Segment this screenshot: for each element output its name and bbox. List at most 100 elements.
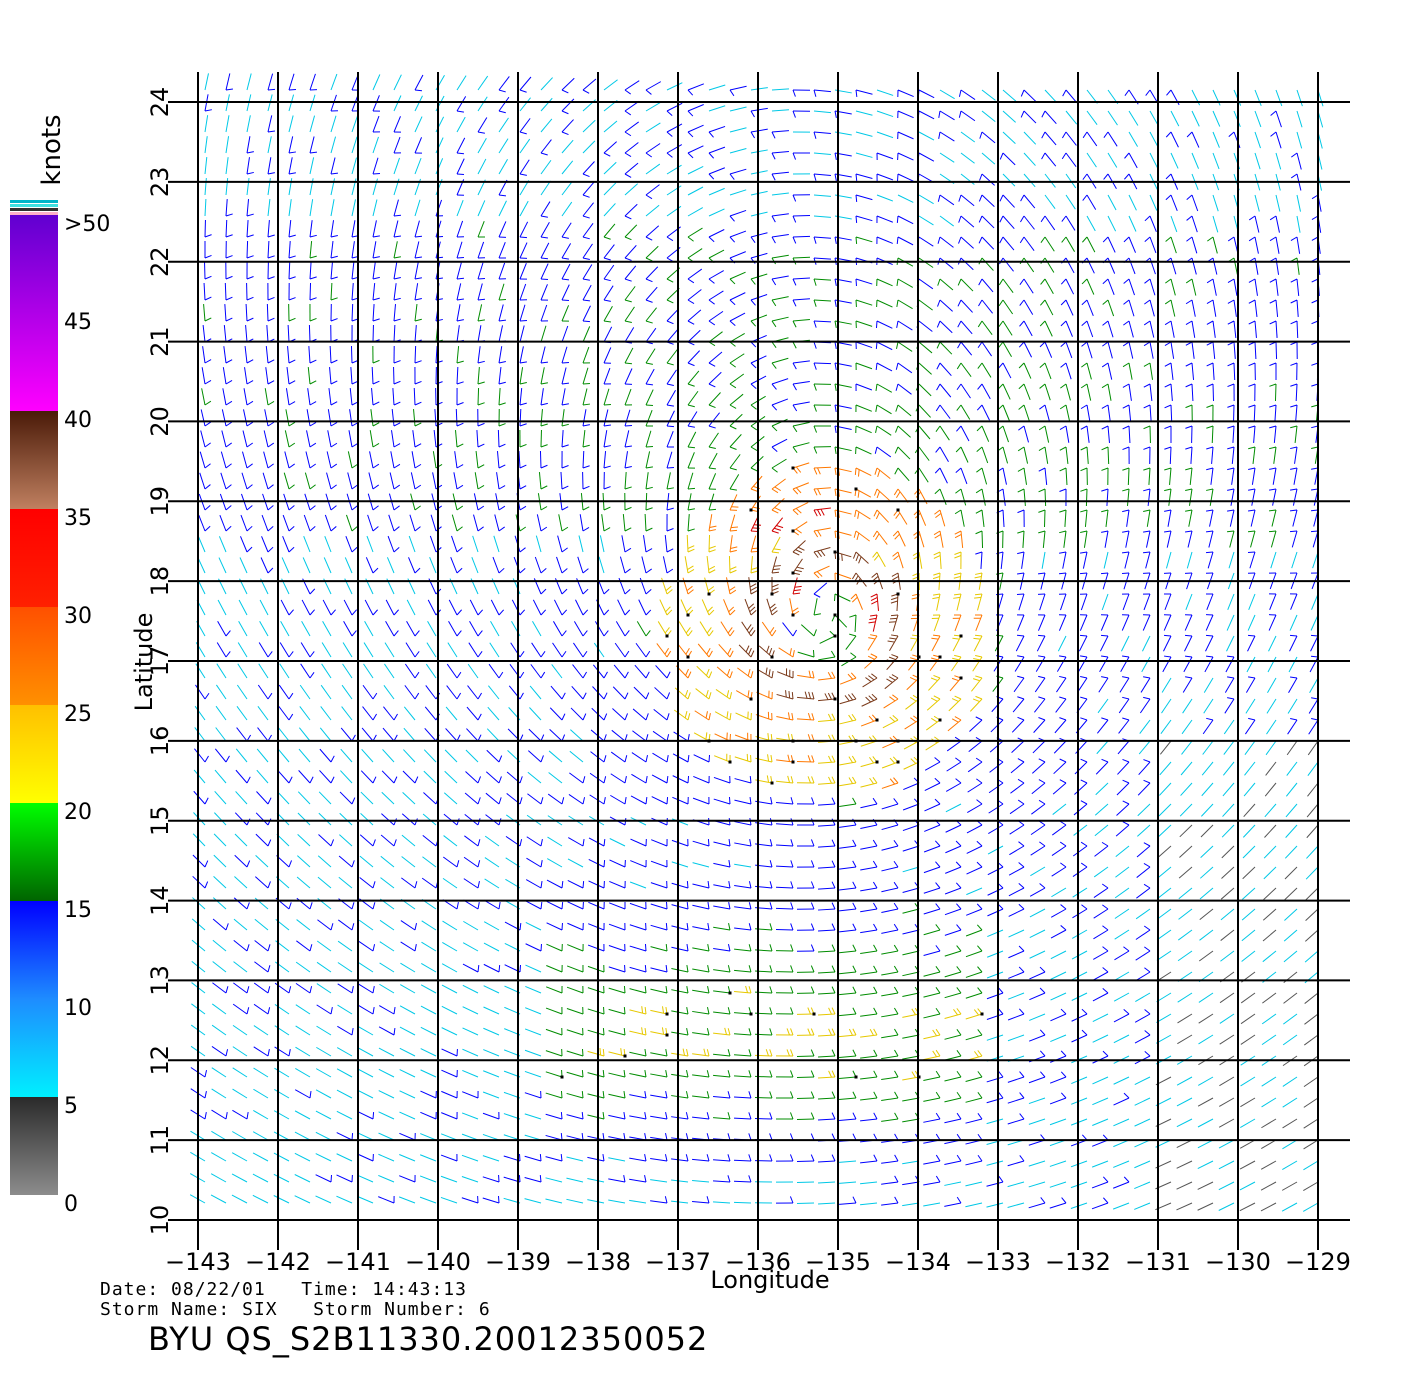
wind-barb [1078,655,1088,672]
wind-barb [792,482,810,495]
storm-name-value: SIX [242,1299,278,1320]
wind-barb [540,180,551,196]
wind-barb [359,834,376,847]
wind-barb [733,1175,752,1183]
wind-barb [288,73,297,91]
wind-barb [519,346,527,364]
wind-barb [796,1202,815,1205]
wind-barb [1176,1076,1193,1086]
wind-barb [322,599,336,616]
wind-barb [624,368,633,385]
wind-barb [882,714,899,729]
wind-barb [1040,299,1054,316]
wind-barb [1268,614,1277,631]
wind-barb [734,902,752,910]
wind-barb [692,1091,710,1099]
colorbar-tick-label: 0 [64,1192,78,1217]
wind-barb [253,1025,269,1036]
wind-barb [244,367,254,385]
wind-barb [273,1173,290,1183]
wind-barb [588,880,605,889]
wind-barb [945,819,962,833]
wind-barb [965,966,983,978]
wind-barb [978,236,995,250]
wind-barb [204,178,207,196]
wind-barb [839,860,857,870]
wind-barb [1113,1092,1130,1106]
wind-barb [1199,929,1214,941]
wind-barb [666,431,675,448]
wind-barb [998,320,1013,336]
wind-barb [492,556,505,574]
wind-barb [1165,278,1176,296]
wind-barb [425,663,437,679]
wind-barb [287,324,296,343]
wind-barb [263,451,274,469]
wind-barb [792,277,811,286]
wind-barb [414,283,422,301]
wind-barb [839,1181,857,1184]
wind-barb [955,467,968,485]
wind-barb [1290,383,1298,402]
wind-barb [477,241,486,259]
wind-barb [708,331,723,347]
wind-barb [1180,761,1193,776]
wind-barb [1185,593,1193,611]
wind-barb [839,1112,857,1121]
wind-barb [1269,278,1279,296]
wind-barb [881,965,899,976]
wind-barb [242,430,254,448]
wind-barb [461,1133,479,1141]
wind-barb [1016,614,1025,631]
wind-barb [1142,614,1151,631]
wind-barb [671,861,689,868]
wind-barb [246,157,254,175]
wind-barb [225,115,230,133]
y-tick-label: 13 [146,965,174,996]
wind-barb [1219,992,1235,1004]
wind-barb [286,367,296,385]
colorbar-cap-stripe [10,204,58,207]
wind-barb [1044,173,1056,188]
wind-barb [876,173,894,182]
wind-barb [1122,488,1130,506]
wind-barb [775,902,794,910]
wind-barb [1305,929,1319,942]
wind-barb [288,241,296,259]
wind-barb [1103,131,1118,147]
wind-barb [1058,614,1067,631]
y-tick-label: 21 [146,326,174,357]
wind-barb [252,1131,269,1141]
wind-barb [1017,467,1028,485]
wind-barb [218,557,227,574]
wind-barb [224,282,233,301]
wind-barb [791,521,808,536]
wind-barb [883,694,899,709]
file-identifier: BYU QS_S2B11330.20012350052 [148,1320,709,1358]
wind-barb [1268,509,1277,527]
wind-barb [378,1111,395,1120]
y-tick-label: 24 [146,87,174,118]
wind-barb [1164,530,1172,548]
wind-barb [256,769,269,784]
wind-barb [1197,1097,1214,1107]
wind-barb [713,881,731,889]
wind-barb [1165,131,1179,148]
wind-barb [280,599,294,616]
wind-barb [477,96,488,112]
wind-barb [466,728,482,742]
wind-barb [598,556,605,574]
wind-barb [1029,1013,1046,1021]
wind-barb [225,178,229,196]
wind-barb [1159,740,1172,755]
wind-barb [713,1049,731,1057]
wind-barb [771,130,789,139]
wind-barb [988,799,1004,814]
wind-barb [1290,425,1298,443]
wind-barb [902,986,920,998]
wind-barb [232,1109,249,1120]
wind-barb [456,96,467,113]
wind-barb [1240,1013,1256,1025]
wind-barb [567,943,584,952]
wind-barb [308,346,317,364]
